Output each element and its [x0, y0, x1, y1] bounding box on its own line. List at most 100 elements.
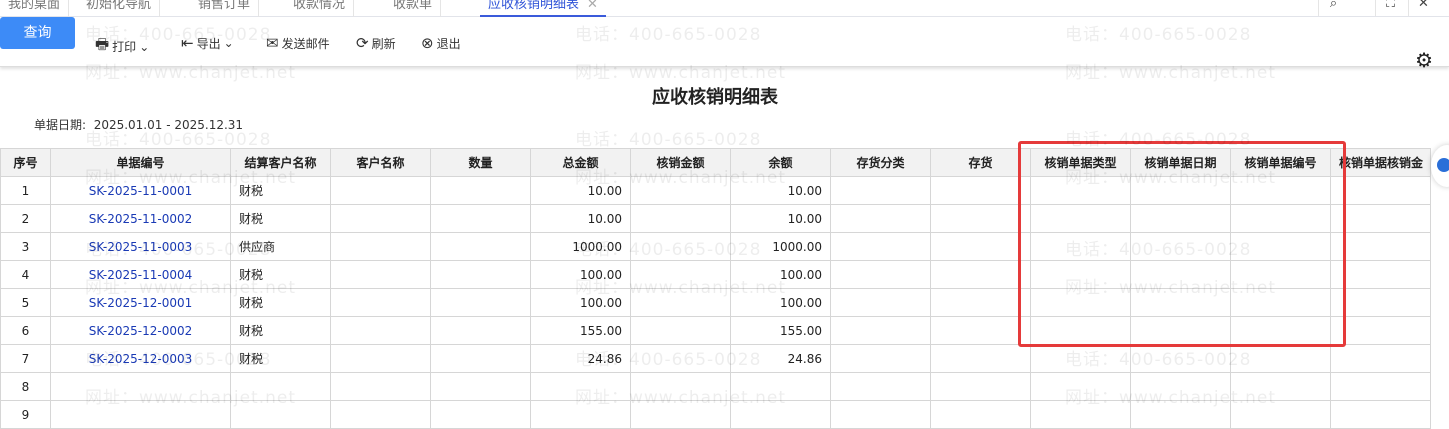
column-header[interactable]: 核销单据编号 [1230, 148, 1331, 177]
table-cell [430, 232, 531, 261]
column-header[interactable]: 存货分类 [830, 148, 931, 177]
close-icon[interactable]: ✕ [587, 0, 598, 12]
table-row[interactable]: 3 SK-2025-11-0003 供应商 1000.00 1000.00 [0, 232, 1431, 261]
tab-label: 我的桌面 [8, 0, 61, 12]
tab-1[interactable]: 初始化导航 [78, 0, 161, 17]
tab-label: 应收核销明细表 [488, 0, 580, 12]
table-cell [1230, 316, 1331, 345]
table-row[interactable]: 8 [0, 372, 1431, 401]
column-header[interactable]: 结算客户名称 [230, 148, 331, 177]
close-icon[interactable]: ✕ [1408, 0, 1438, 16]
tab-label: 收款单 [393, 0, 433, 12]
table-cell [1130, 204, 1231, 233]
table-cell: 4 [0, 260, 51, 289]
table-row[interactable]: 7 SK-2025-12-0003 财税 24.86 24.86 [0, 344, 1431, 373]
column-header[interactable]: 单据编号 [50, 148, 231, 177]
table-cell [1330, 232, 1431, 261]
tab-label: 收款情况 [293, 0, 346, 12]
watermark-text: 电话：400-665-0028 [1065, 130, 1252, 150]
table-cell [830, 176, 931, 205]
table-cell: 财税 [230, 204, 331, 233]
table-cell [1030, 344, 1131, 373]
table-cell [930, 204, 1031, 233]
column-header[interactable]: 核销金额 [630, 148, 731, 177]
search-icon[interactable]: ⌕ [1318, 0, 1348, 16]
maximize-icon[interactable]: ⛶ [1375, 0, 1405, 16]
document-number-link[interactable]: SK-2025-12-0001 [50, 288, 231, 317]
table-cell [830, 260, 931, 289]
column-header[interactable]: 核销单据日期 [1130, 148, 1231, 177]
column-header[interactable]: 核销单据类型 [1030, 148, 1131, 177]
column-header[interactable]: 总金额 [530, 148, 631, 177]
table-cell [1330, 204, 1431, 233]
column-header[interactable]: 余额 [730, 148, 831, 177]
table-cell [630, 372, 731, 401]
date-range: 2025.01.01 - 2025.12.31 [93, 118, 244, 132]
table-cell [330, 400, 431, 429]
table-row[interactable]: 2 SK-2025-11-0002 财税 10.00 10.00 [0, 204, 1431, 233]
toolbar: 查询 🖶 打印 ⌄ ⇤ 导出 ⌄ ✉ 发送邮件 ⟳ 刷新 ⊗ 退出 ⚙ [0, 17, 1449, 72]
exit-button[interactable]: ⊗ 退出 [421, 34, 461, 52]
table-cell [1030, 372, 1131, 401]
table-cell [430, 204, 531, 233]
table-cell [930, 372, 1031, 401]
table-cell [830, 400, 931, 429]
document-number-link[interactable]: SK-2025-11-0004 [50, 260, 231, 289]
tab-0[interactable]: 我的桌面 [0, 0, 70, 17]
refresh-icon: ⟳ [356, 34, 369, 52]
table-row[interactable]: 5 SK-2025-12-0001 财税 100.00 100.00 [0, 288, 1431, 317]
column-header[interactable]: 客户名称 [330, 148, 431, 177]
document-number-link [50, 372, 231, 401]
table-cell: 7 [0, 344, 51, 373]
export-label: 导出 [196, 36, 221, 51]
table-cell [1330, 372, 1431, 401]
table-cell [1230, 400, 1331, 429]
table-row[interactable]: 4 SK-2025-11-0004 财税 100.00 100.00 [0, 260, 1431, 289]
document-number-link[interactable]: SK-2025-11-0003 [50, 232, 231, 261]
column-header[interactable]: 数量 [430, 148, 531, 177]
document-number-link[interactable]: SK-2025-11-0002 [50, 204, 231, 233]
table-cell: 1000.00 [530, 232, 631, 261]
tab-4[interactable]: 收款单 [385, 0, 442, 17]
print-button[interactable]: 🖶 打印 ⌄ [95, 34, 149, 59]
table-cell [930, 232, 1031, 261]
table-cell [430, 176, 531, 205]
gear-icon[interactable]: ⚙ [1415, 48, 1433, 72]
table-cell [330, 344, 431, 373]
table-cell [230, 400, 331, 429]
table-cell [1330, 400, 1431, 429]
table-cell: 10.00 [730, 204, 831, 233]
table-cell: 1000.00 [730, 232, 831, 261]
document-number-link[interactable]: SK-2025-11-0001 [50, 176, 231, 205]
assistant-bot-icon[interactable] [1431, 145, 1449, 187]
export-button[interactable]: ⇤ 导出 ⌄ [181, 34, 234, 52]
send-email-button[interactable]: ✉ 发送邮件 [266, 34, 330, 52]
table-cell: 财税 [230, 316, 331, 345]
column-header[interactable]: 序号 [0, 148, 51, 177]
table-row[interactable]: 6 SK-2025-12-0002 财税 155.00 155.00 [0, 316, 1431, 345]
table-cell: 1 [0, 176, 51, 205]
document-number-link[interactable]: SK-2025-12-0002 [50, 316, 231, 345]
table-cell [330, 372, 431, 401]
table-cell: 5 [0, 288, 51, 317]
table-row[interactable]: 9 [0, 400, 1431, 429]
table-cell: 财税 [230, 288, 331, 317]
tab-2[interactable]: 销售订单 [190, 0, 260, 17]
table-cell [1030, 204, 1131, 233]
column-header[interactable]: 核销单据核销金 [1330, 148, 1431, 177]
refresh-button[interactable]: ⟳ 刷新 [356, 34, 396, 52]
table-cell [1330, 344, 1431, 373]
tab-5[interactable]: 应收核销明细表 ✕ [480, 0, 606, 17]
table-cell [430, 400, 531, 429]
column-header[interactable]: 存货 [930, 148, 1031, 177]
document-number-link [50, 400, 231, 429]
table-cell [430, 288, 531, 317]
table-cell: 155.00 [730, 316, 831, 345]
query-button[interactable]: 查询 [0, 17, 75, 49]
table-cell [830, 344, 931, 373]
chevron-down-icon: ⌄ [139, 39, 150, 54]
table-row[interactable]: 1 SK-2025-11-0001 财税 10.00 10.00 [0, 176, 1431, 205]
tab-3[interactable]: 收款情况 [285, 0, 355, 17]
table-cell [630, 344, 731, 373]
document-number-link[interactable]: SK-2025-12-0003 [50, 344, 231, 373]
